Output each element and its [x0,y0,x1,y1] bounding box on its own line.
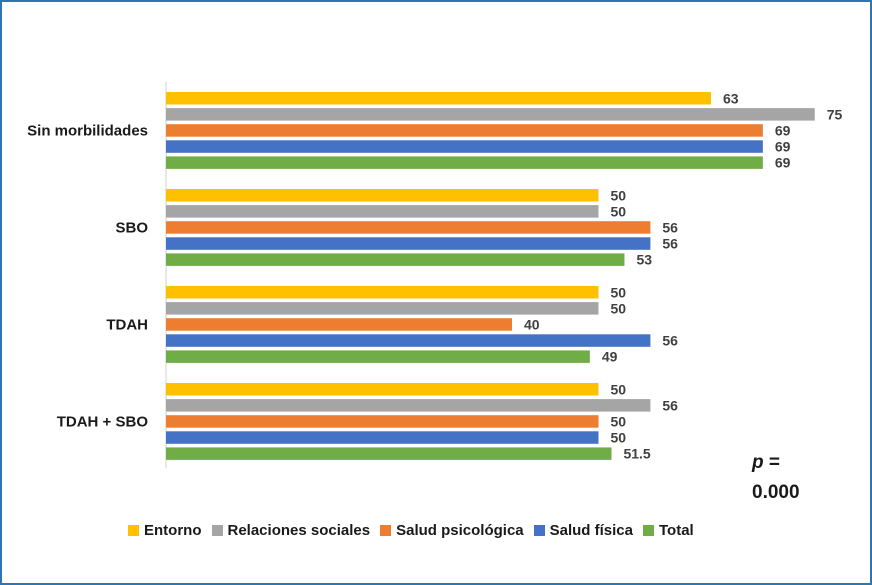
bar-sin-morbilidades-entorno [166,92,711,105]
bar-tdah-sbo-relaciones-sociales [166,399,651,412]
legend-item-total: Total [643,522,694,539]
bar-sbo-entorno [166,189,599,202]
legend-item-entorno: Entorno [128,522,202,539]
bar-sbo-relaciones-sociales [166,205,599,218]
bar-tdah-entorno [166,286,599,299]
value-label-tdah-sbo-salud-psicologica: 50 [611,413,627,429]
bar-tdah-salud-fisica [166,334,651,347]
value-label-tdah-sbo-total: 51.5 [623,446,650,462]
value-label-sin-morbilidades-salud-fisica: 69 [775,139,791,155]
bar-sin-morbilidades-salud-psicologica [166,124,763,137]
p-symbol: p [752,452,764,473]
p-value: 0.000 [752,482,800,503]
category-label-sbo: SBO [115,219,148,236]
value-label-tdah-relaciones-sociales: 50 [611,300,627,316]
value-label-tdah-salud-psicologica: 40 [524,316,540,332]
legend-label-total: Total [659,522,694,539]
p-value-annotation: p = 0.000 [752,448,800,508]
value-label-sin-morbilidades-salud-psicologica: 69 [775,122,791,138]
bar-tdah-relaciones-sociales [166,302,599,315]
category-label-sin-morbilidades: Sin morbilidades [27,122,148,139]
bar-tdah-sbo-entorno [166,383,599,396]
category-label-tdah: TDAH [106,316,148,333]
value-label-sbo-entorno: 50 [611,187,627,203]
value-label-sbo-total: 53 [636,252,652,268]
legend-label-relaciones-sociales: Relaciones sociales [227,522,371,539]
bar-sbo-total [166,253,625,266]
legend-label-salud-psicologica: Salud psicológica [396,522,524,539]
category-label-tdah-sbo: TDAH + SBO [57,413,149,430]
bar-tdah-sbo-total [166,447,612,460]
legend-swatch-salud-fisica [533,525,545,536]
bar-tdah-sbo-salud-psicologica [166,415,599,428]
legend-item-relaciones-sociales: Relaciones sociales [211,522,371,539]
bar-sin-morbilidades-relaciones-sociales [166,108,815,121]
legend: Entorno Relaciones sociales Salud psicológ… [128,522,704,539]
value-label-sbo-salud-psicologica: 56 [662,219,678,235]
bar-sin-morbilidades-total [166,156,763,169]
value-label-sbo-relaciones-sociales: 50 [611,203,627,219]
legend-item-salud-fisica: Salud física [533,522,633,539]
bar-tdah-salud-psicologica [166,318,512,331]
bars-group [166,92,815,460]
bar-sbo-salud-psicologica [166,221,651,234]
value-label-tdah-sbo-salud-fisica: 50 [611,430,627,446]
value-label-tdah-total: 49 [602,349,618,365]
bar-tdah-sbo-salud-fisica [166,431,599,444]
legend-swatch-entorno [128,525,139,536]
bar-sbo-salud-fisica [166,237,651,250]
bar-sin-morbilidades-salud-fisica [166,140,763,153]
labels-group: Sin morbilidades6375696969SBO5050565653T… [27,90,842,461]
legend-item-salud-psicologica: Salud psicológica [380,522,524,539]
legend-swatch-total [643,525,654,536]
value-label-tdah-sbo-relaciones-sociales: 56 [662,397,678,413]
value-label-sin-morbilidades-relaciones-sociales: 75 [827,106,843,122]
legend-swatch-relaciones-sociales [211,525,223,536]
value-label-sbo-salud-fisica: 56 [662,236,678,252]
legend-swatch-salud-psicologica [380,525,392,536]
value-label-tdah-entorno: 50 [611,284,627,300]
legend-label-salud-fisica: Salud física [549,522,633,539]
value-label-sin-morbilidades-total: 69 [775,155,791,171]
value-label-sin-morbilidades-entorno: 63 [723,90,739,106]
value-label-tdah-sbo-entorno: 50 [611,381,627,397]
p-equals: = [763,452,780,473]
bar-tdah-total [166,350,590,363]
value-label-tdah-salud-fisica: 56 [662,333,678,349]
legend-label-entorno: Entorno [144,522,202,539]
